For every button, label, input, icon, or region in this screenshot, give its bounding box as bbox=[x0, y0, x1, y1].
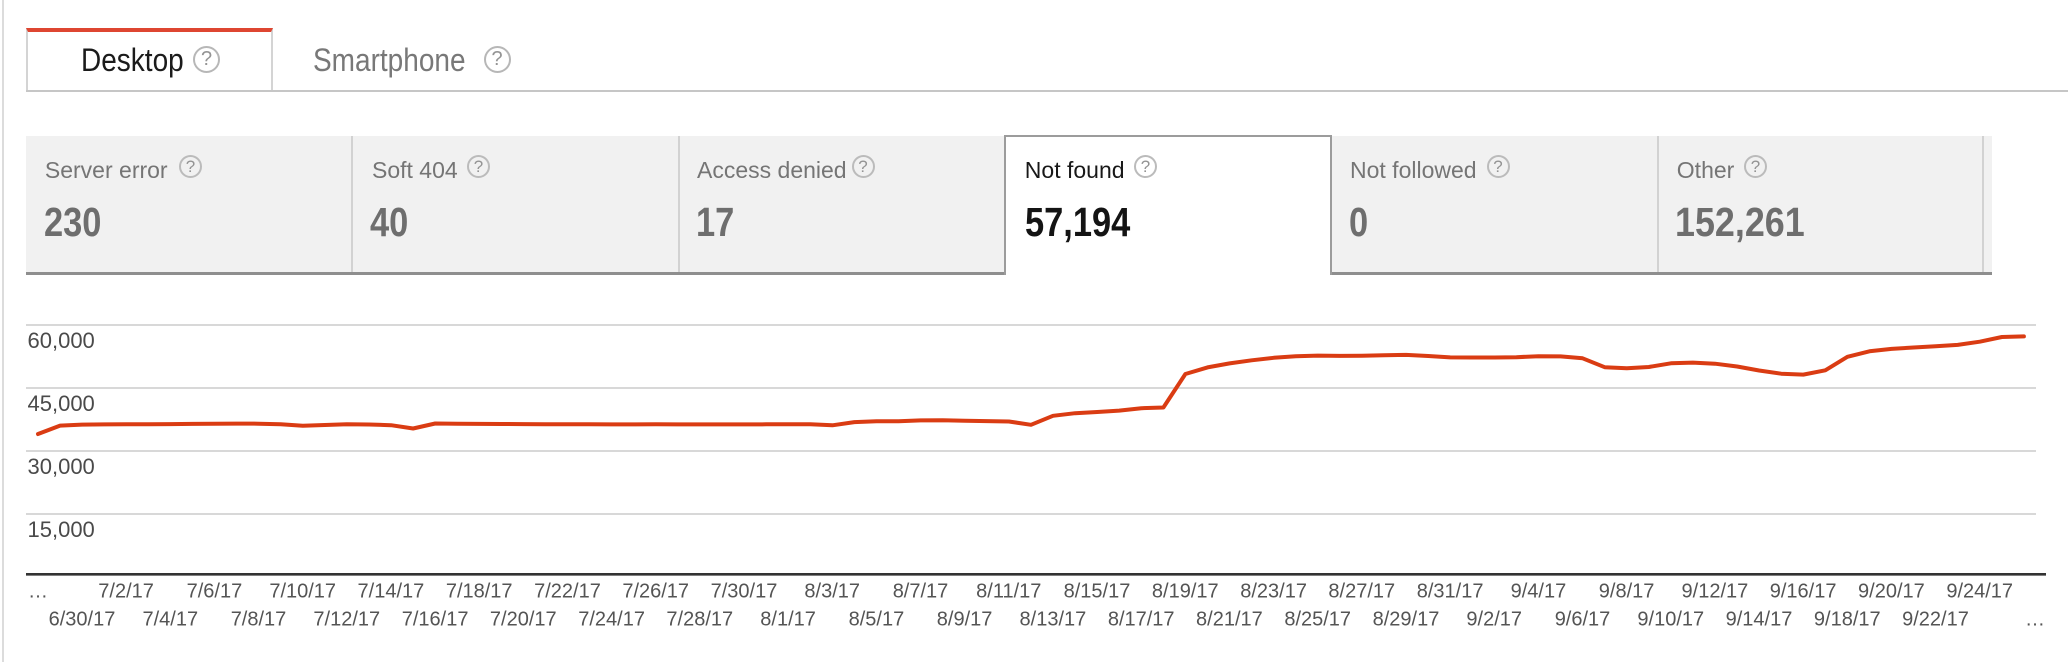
svg-text:15,000: 15,000 bbox=[28, 517, 95, 542]
svg-text:30,000: 30,000 bbox=[28, 454, 95, 479]
svg-text:8/19/17: 8/19/17 bbox=[1152, 581, 1219, 603]
svg-text:60,000: 60,000 bbox=[28, 328, 95, 353]
svg-text:7/18/17: 7/18/17 bbox=[446, 581, 513, 603]
svg-text:9/10/17: 9/10/17 bbox=[1637, 609, 1704, 631]
svg-text:7/24/17: 7/24/17 bbox=[578, 609, 645, 631]
svg-text:7/26/17: 7/26/17 bbox=[622, 581, 689, 603]
svg-text:…: … bbox=[28, 581, 48, 603]
svg-text:7/22/17: 7/22/17 bbox=[534, 581, 601, 603]
svg-text:8/11/17: 8/11/17 bbox=[976, 581, 1041, 603]
svg-text:7/30/17: 7/30/17 bbox=[711, 581, 778, 603]
svg-text:9/4/17: 9/4/17 bbox=[1511, 581, 1567, 603]
svg-text:7/20/17: 7/20/17 bbox=[490, 609, 557, 631]
svg-text:9/22/17: 9/22/17 bbox=[1902, 609, 1969, 631]
svg-text:8/17/17: 8/17/17 bbox=[1108, 609, 1175, 631]
svg-text:6/30/17: 6/30/17 bbox=[49, 609, 116, 631]
svg-text:9/12/17: 9/12/17 bbox=[1682, 581, 1749, 603]
svg-text:8/7/17: 8/7/17 bbox=[893, 581, 949, 603]
svg-text:8/27/17: 8/27/17 bbox=[1328, 581, 1395, 603]
svg-text:7/14/17: 7/14/17 bbox=[358, 581, 425, 603]
svg-text:7/4/17: 7/4/17 bbox=[142, 609, 198, 631]
svg-text:8/29/17: 8/29/17 bbox=[1373, 609, 1440, 631]
svg-text:8/9/17: 8/9/17 bbox=[937, 609, 993, 631]
svg-text:7/6/17: 7/6/17 bbox=[187, 581, 243, 603]
svg-text:8/3/17: 8/3/17 bbox=[804, 581, 860, 603]
svg-text:8/5/17: 8/5/17 bbox=[849, 609, 905, 631]
svg-text:8/25/17: 8/25/17 bbox=[1284, 609, 1351, 631]
svg-text:9/8/17: 9/8/17 bbox=[1599, 581, 1655, 603]
svg-text:9/16/17: 9/16/17 bbox=[1770, 581, 1837, 603]
svg-text:7/28/17: 7/28/17 bbox=[666, 609, 733, 631]
svg-text:8/13/17: 8/13/17 bbox=[1020, 609, 1087, 631]
svg-text:9/2/17: 9/2/17 bbox=[1466, 609, 1522, 631]
svg-text:7/12/17: 7/12/17 bbox=[313, 609, 380, 631]
svg-text:45,000: 45,000 bbox=[28, 391, 95, 416]
svg-text:7/16/17: 7/16/17 bbox=[402, 609, 469, 631]
svg-text:8/1/17: 8/1/17 bbox=[760, 609, 816, 631]
svg-text:8/15/17: 8/15/17 bbox=[1064, 581, 1131, 603]
svg-text:7/2/17: 7/2/17 bbox=[98, 581, 154, 603]
svg-text:7/8/17: 7/8/17 bbox=[231, 609, 287, 631]
svg-text:8/23/17: 8/23/17 bbox=[1240, 581, 1307, 603]
svg-text:…: … bbox=[2025, 609, 2045, 631]
svg-text:8/31/17: 8/31/17 bbox=[1417, 581, 1484, 603]
svg-text:9/24/17: 9/24/17 bbox=[1946, 581, 2013, 603]
svg-text:9/20/17: 9/20/17 bbox=[1858, 581, 1925, 603]
svg-text:8/21/17: 8/21/17 bbox=[1196, 609, 1263, 631]
svg-text:7/10/17: 7/10/17 bbox=[269, 581, 336, 603]
svg-text:9/18/17: 9/18/17 bbox=[1814, 609, 1881, 631]
svg-text:9/14/17: 9/14/17 bbox=[1726, 609, 1793, 631]
svg-text:9/6/17: 9/6/17 bbox=[1555, 609, 1611, 631]
